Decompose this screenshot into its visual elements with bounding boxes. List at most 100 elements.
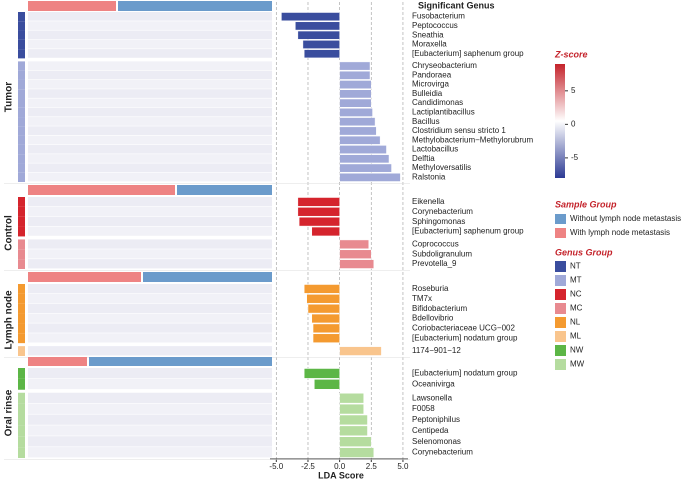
heatmap-row — [28, 392, 272, 404]
group-strip — [18, 70, 25, 80]
lda-bar — [339, 80, 372, 89]
genus-label: TM7x — [412, 294, 432, 303]
genus-label: Chryseobacterium — [412, 61, 477, 70]
group-strip — [18, 98, 25, 108]
heatmap-row — [28, 303, 272, 313]
group-strip — [18, 61, 25, 71]
genus-label: [Eubacterium] nodatum group — [412, 369, 518, 378]
heatmap-row — [28, 249, 272, 259]
x-tick-label: 5.0 — [397, 462, 409, 471]
legend-swatch — [555, 345, 566, 356]
group-strip — [18, 144, 25, 155]
lda-bar — [297, 30, 340, 40]
x-tick-label: -2.5 — [301, 462, 315, 471]
heatmap-row — [28, 172, 272, 182]
lda-bar — [311, 226, 340, 237]
genus-label: Roseburia — [412, 284, 449, 293]
genus-label: Delftia — [412, 154, 435, 163]
heatmap-row — [28, 70, 272, 80]
legend-swatch — [555, 228, 566, 238]
legend-label: ML — [570, 332, 582, 341]
lda-bar — [281, 12, 340, 22]
lda-bar — [339, 61, 371, 71]
lda-bar — [297, 197, 340, 207]
lda-bar — [339, 239, 370, 250]
genus-label: Methylobacterium−Methylorubrum — [412, 135, 533, 144]
heatmap-row — [28, 313, 272, 323]
heatmap-row — [28, 49, 272, 58]
genus-label: Sphingomonas — [412, 217, 465, 226]
legend-swatch — [555, 261, 566, 272]
heatmap-row — [28, 154, 272, 163]
heatmap-row — [28, 323, 272, 333]
genus-label: Corynebacterium — [412, 207, 473, 216]
heatmap-row — [28, 259, 272, 269]
group-strip — [18, 436, 25, 448]
genus-label: Eikenella — [412, 197, 445, 206]
group-strip — [18, 117, 25, 127]
genus-label: Pandoraea — [412, 70, 452, 79]
heatmap-row — [28, 126, 272, 136]
group-strip — [18, 21, 25, 31]
heatmap-row — [28, 12, 272, 21]
genus-label: Clostridium sensu stricto 1 — [412, 126, 506, 135]
legend-label: Without lymph node metastasis — [570, 214, 681, 223]
heatmap-row — [28, 135, 272, 145]
x-tick-label: -5.0 — [269, 462, 283, 471]
genus-label: Lawsonella — [412, 393, 453, 402]
group-strip — [18, 303, 25, 314]
x-axis-label: LDA Score — [318, 470, 364, 480]
legend-swatch — [555, 214, 566, 224]
group-strip — [18, 126, 25, 136]
lda-bar — [297, 207, 340, 217]
legend-label: MC — [570, 304, 583, 313]
legend-swatch — [555, 289, 566, 300]
heatmap-row — [28, 117, 272, 126]
lda-bar — [339, 89, 372, 99]
genus-label: Sneathia — [412, 30, 444, 39]
legend-label: MT — [570, 276, 582, 285]
group-strip — [18, 89, 25, 99]
lda-bar — [339, 393, 364, 404]
lda-bar — [339, 117, 376, 127]
legend-label: NT — [570, 262, 581, 271]
colorbar-tick-label: 0 — [571, 119, 576, 128]
group-strip — [18, 239, 25, 250]
legend-swatch — [555, 359, 566, 370]
lda-bar — [295, 21, 340, 31]
heatmap-row — [28, 216, 272, 226]
group-strip — [18, 284, 25, 294]
group-strip — [18, 135, 25, 145]
group-strip — [18, 368, 25, 379]
group-strip — [18, 333, 25, 344]
legend-swatch — [555, 275, 566, 286]
genus-label: Methyloversatilis — [412, 163, 471, 172]
heatmap-row — [28, 284, 272, 294]
lda-bar — [339, 425, 368, 436]
heatmap-row — [28, 39, 272, 49]
genus-label: Corynebacterium — [412, 448, 473, 457]
lda-bar — [339, 447, 375, 458]
genus-label: 1174−901−12 — [412, 346, 461, 355]
group-strip — [18, 206, 25, 217]
panel-label: Lymph node — [4, 290, 15, 350]
lda-bar — [339, 154, 390, 164]
legend-label: NL — [570, 318, 581, 327]
legend-title: Genus Group — [555, 247, 613, 257]
group-strip — [18, 154, 25, 164]
legend-swatch — [555, 331, 566, 342]
group-strip — [18, 30, 25, 40]
lda-bar — [303, 49, 340, 59]
panel-label: Control — [4, 215, 15, 251]
group-strip — [18, 414, 25, 426]
heatmap-row — [28, 403, 272, 414]
genus-label: Coprococcus — [412, 239, 459, 248]
heatmap-row — [28, 293, 272, 304]
legend-label: MW — [570, 360, 585, 369]
lda-bar — [339, 163, 392, 173]
genus-label: F0058 — [412, 404, 435, 413]
lda-bar — [339, 403, 364, 415]
sample-bar — [28, 185, 175, 195]
lda-bar — [307, 303, 340, 314]
